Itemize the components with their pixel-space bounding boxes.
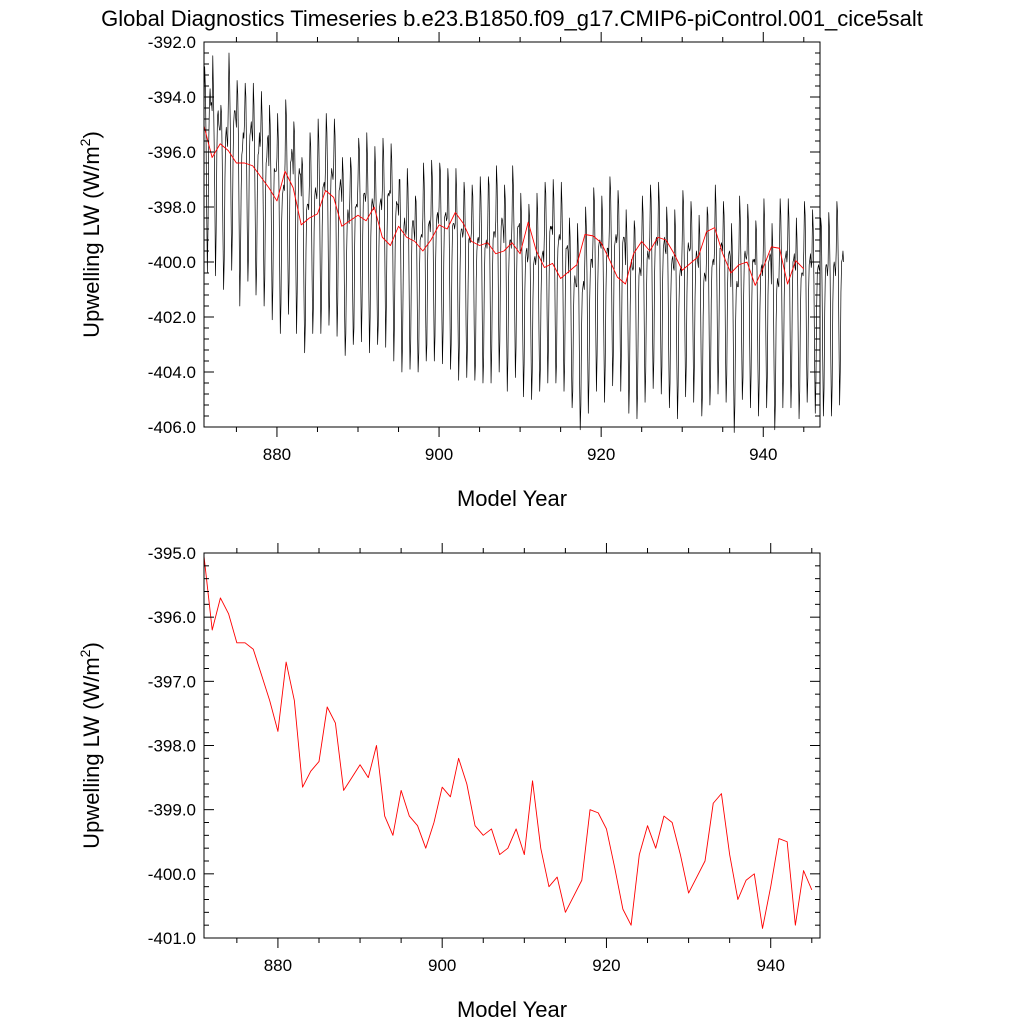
- y-axis-label: Upwelling LW (W/m2): [77, 131, 104, 338]
- top-panel: -392.0 -394.0 -396.0 -398.0 -400.0 -402.0 -404…: [77, 32, 844, 511]
- x-tick-label: 880: [263, 445, 291, 464]
- x-axis-label: Model Year: [457, 997, 567, 1022]
- y-tick-label: -397.0: [148, 672, 196, 691]
- y-tick-label: -402.0: [148, 308, 196, 327]
- x-tick-label: 940: [749, 445, 777, 464]
- bottom-panel: -395.0 -396.0 -397.0 -398.0 -399.0 -400.0 -401…: [77, 543, 821, 1022]
- y-tick-label: -400.0: [148, 865, 196, 884]
- series-line-monthly: [203, 52, 844, 433]
- x-tick-label: 920: [587, 445, 615, 464]
- x-tick-label: 940: [757, 956, 785, 975]
- y-tick-label: -395.0: [148, 544, 196, 563]
- y-tick-label: -400.0: [148, 253, 196, 272]
- series-line-annual: [203, 125, 805, 286]
- y-tick-label: -398.0: [148, 198, 196, 217]
- series-line-annual: [203, 556, 813, 929]
- x-tick-label: 900: [428, 956, 456, 975]
- y-tick-label: -406.0: [148, 418, 196, 437]
- y-tick-label: -394.0: [148, 88, 196, 107]
- y-tick-label: -399.0: [148, 801, 196, 820]
- x-tick-label: 900: [425, 445, 453, 464]
- chart-title: Global Diagnostics Timeseries b.e23.B185…: [101, 6, 923, 31]
- plot-frame: [203, 41, 821, 428]
- y-axis-label: Upwelling LW (W/m2): [77, 642, 104, 849]
- y-tick-label: -401.0: [148, 929, 196, 948]
- plot-frame: [203, 552, 821, 939]
- y-tick-label: -392.0: [148, 33, 196, 52]
- y-tick-label: -396.0: [148, 608, 196, 627]
- y-tick-label: -404.0: [148, 363, 196, 382]
- x-tick-label: 880: [264, 956, 292, 975]
- x-tick-label: 920: [592, 956, 620, 975]
- y-tick-label: -396.0: [148, 143, 196, 162]
- y-tick-label: -398.0: [148, 737, 196, 756]
- x-axis-label: Model Year: [457, 486, 567, 511]
